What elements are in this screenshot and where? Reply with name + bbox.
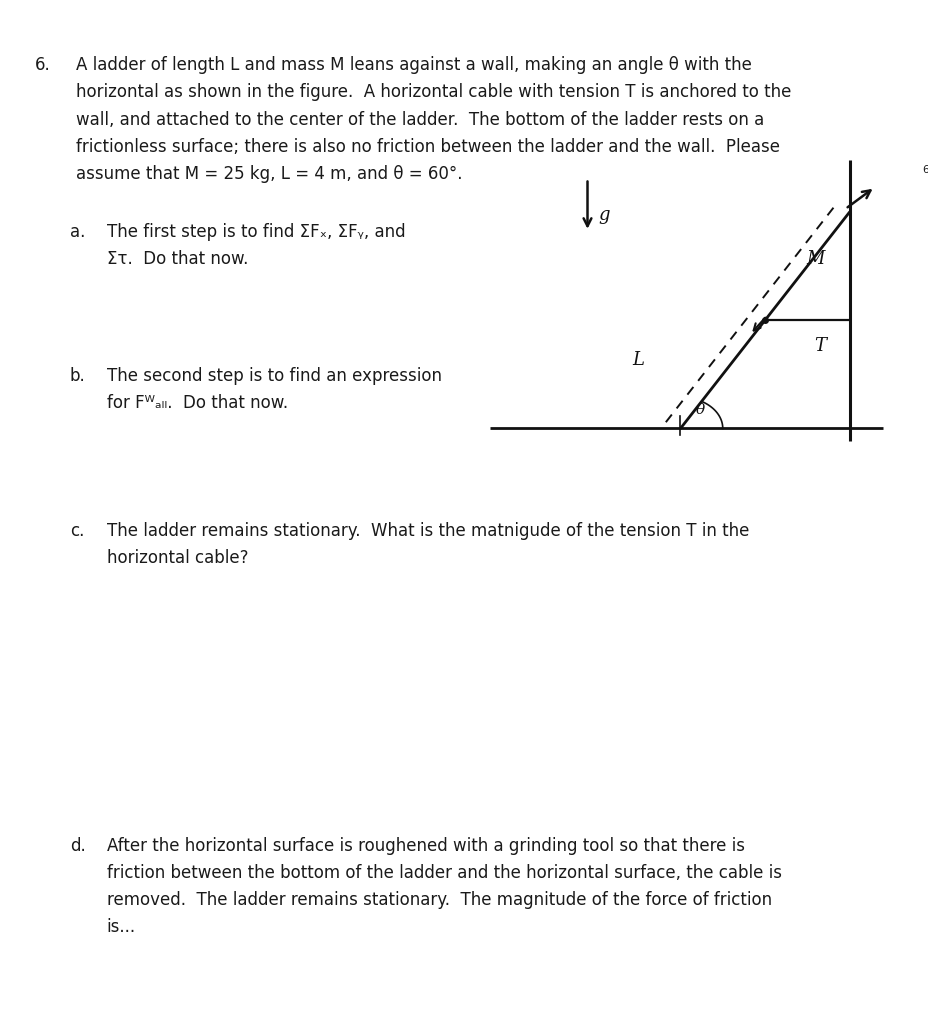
Text: The second step is to find an expression: The second step is to find an expression [107, 367, 442, 385]
Text: is...: is... [107, 918, 135, 936]
Text: The ladder remains stationary.  What is the matnigude of the tension T in the: The ladder remains stationary. What is t… [107, 522, 748, 541]
Text: assume that M = 25 kg, L = 4 m, and θ = 60°.: assume that M = 25 kg, L = 4 m, and θ = … [76, 165, 462, 183]
Text: θ: θ [694, 402, 703, 417]
Text: wall, and attached to the center of the ladder.  The bottom of the ladder rests : wall, and attached to the center of the … [76, 111, 764, 129]
Text: b.: b. [70, 367, 85, 385]
Text: friction between the bottom of the ladder and the horizontal surface, the cable : friction between the bottom of the ladde… [107, 864, 781, 882]
Text: L: L [632, 351, 643, 369]
Text: Στ.  Do that now.: Στ. Do that now. [107, 250, 248, 268]
Text: d.: d. [70, 837, 85, 855]
Text: horizontal as shown in the figure.  A horizontal cable with tension T is anchore: horizontal as shown in the figure. A hor… [76, 84, 791, 101]
Text: frictionless surface; there is also no friction between the ladder and the wall.: frictionless surface; there is also no f… [76, 138, 780, 156]
Text: A ladder of length L and mass M leans against a wall, making an angle θ with the: A ladder of length L and mass M leans ag… [76, 56, 752, 75]
Text: M: M [806, 250, 824, 268]
Text: 6: 6 [922, 165, 928, 175]
Text: for Fᵂₐₗₗ.  Do that now.: for Fᵂₐₗₗ. Do that now. [107, 394, 288, 413]
Text: The first step is to find ΣFₓ, ΣFᵧ, and: The first step is to find ΣFₓ, ΣFᵧ, and [107, 223, 405, 242]
Text: removed.  The ladder remains stationary.  The magnitude of the force of friction: removed. The ladder remains stationary. … [107, 891, 771, 909]
Text: T: T [813, 338, 825, 355]
Text: g: g [598, 206, 609, 223]
Text: c.: c. [70, 522, 84, 541]
Text: horizontal cable?: horizontal cable? [107, 549, 248, 567]
Text: After the horizontal surface is roughened with a grinding tool so that there is: After the horizontal surface is roughene… [107, 837, 744, 855]
Text: 6.: 6. [35, 56, 51, 75]
Text: a.: a. [70, 223, 85, 242]
